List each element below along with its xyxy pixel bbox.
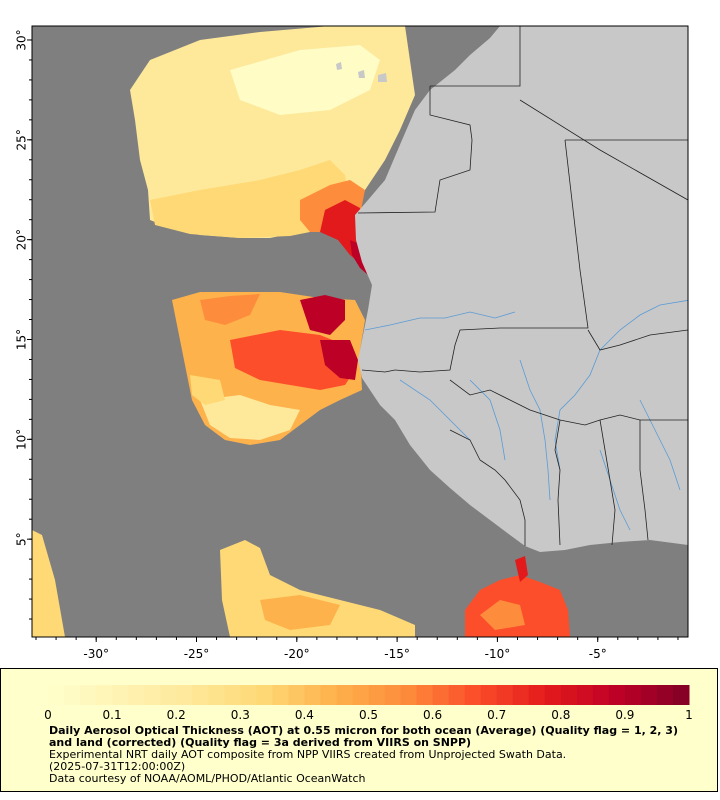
lon-tick-label: -15°: [384, 647, 410, 661]
colorbar-tick-label: 0.4: [295, 708, 314, 722]
colorbar-swatch: [64, 685, 81, 705]
lon-tick-label: -20°: [284, 647, 310, 661]
colorbar-swatch: [480, 685, 498, 705]
colorbar-swatch: [528, 685, 546, 705]
latitude-axis: 30° 25° 20° 15° 10° 5°: [15, 29, 32, 620]
colorbar-swatch: [512, 685, 530, 705]
colorbar-swatch: [416, 685, 434, 705]
colorbar-tick-label: 0.3: [231, 708, 250, 722]
lon-tick-label: -10°: [485, 647, 511, 661]
colorbar-swatch: [144, 685, 161, 705]
colorbar-swatch: [384, 685, 402, 705]
colorbar-swatch: [624, 685, 642, 705]
longitude-axis: -30° -25° -20° -15° -10° -5°: [35, 637, 679, 661]
colorbar-swatch: [240, 685, 257, 705]
colorbar-swatch: [656, 685, 674, 705]
colorbar-swatch: [640, 685, 658, 705]
colorbar-swatch: [336, 685, 353, 705]
lat-tick-label: 5°: [15, 532, 29, 546]
lat-tick-label: 20°: [15, 229, 29, 250]
colorbar-tick-label: 0.1: [103, 708, 122, 722]
colorbar-swatch: [48, 685, 65, 705]
caption-line-1: Experimental NRT daily AOT composite fro…: [49, 748, 567, 761]
colorbar-tick-label: 0.6: [423, 708, 442, 722]
colorbar-swatch: [576, 685, 594, 705]
country-borders: [357, 26, 688, 546]
lat-tick-label: 15°: [15, 329, 29, 350]
colorbar-swatch: [160, 685, 177, 705]
colorbar-swatch: [128, 685, 145, 705]
colorbar-swatch: [400, 685, 418, 705]
colorbar: 0 0.1 0.2 0.3 0.4 0.5 0.6 0.7 0.8 0.9 1: [44, 685, 693, 722]
colorbar-swatch: [208, 685, 225, 705]
colorbar-swatch: [352, 685, 369, 705]
colorbar-swatch: [96, 685, 113, 705]
colorbar-tick-labels: 0 0.1 0.2 0.3 0.4 0.5 0.6 0.7 0.8 0.9 1: [44, 708, 693, 722]
colorbar-swatch: [80, 685, 97, 705]
map-figure: -30° -25° -20° -15° -10° -5° 30° 25° 20° 15° 10° 5…: [14, 25, 689, 661]
colorbar-swatch: [496, 685, 514, 705]
colorbar-swatch: [560, 685, 578, 705]
colorbar-swatch: [672, 685, 690, 705]
lon-tick-label: -5°: [589, 647, 607, 661]
colorbar-tick-label: 0.7: [487, 708, 506, 722]
colorbar-swatch: [368, 685, 386, 705]
colorbar-tick-label: 0.5: [359, 708, 378, 722]
colorbar-swatch: [432, 685, 450, 705]
rivers: [364, 299, 688, 531]
colorbar-swatch: [448, 685, 466, 705]
caption: Daily Aerosol Optical Thickness (AOT) at…: [49, 725, 689, 785]
caption-title: Daily Aerosol Optical Thickness (AOT) at…: [49, 724, 678, 749]
colorbar-swatch: [544, 685, 562, 705]
colorbar-swatch: [608, 685, 626, 705]
lon-tick-label: -25°: [184, 647, 210, 661]
lat-tick-label: 10°: [15, 429, 29, 450]
colorbar-swatch: [256, 685, 273, 705]
colorbar-swatch: [288, 685, 305, 705]
colorbar-swatches: [48, 685, 690, 705]
colorbar-swatch: [176, 685, 193, 705]
canary-islands: [336, 62, 387, 82]
colorbar-tick-label: 0.9: [615, 708, 634, 722]
colorbar-tick-label: 1: [685, 708, 693, 722]
aot-west-edge: [32, 530, 65, 637]
colorbar-tick-label: 0: [44, 708, 52, 722]
caption-line-2: (2025-07-31T12:00:00Z): [49, 760, 186, 773]
legend-panel: 0 0.1 0.2 0.3 0.4 0.5 0.6 0.7 0.8 0.9 1 Daily Aero…: [0, 668, 718, 792]
lon-tick-label: -30°: [83, 647, 109, 661]
colorbar-tick-label: 0.2: [167, 708, 186, 722]
colorbar-swatch: [320, 685, 337, 705]
colorbar-swatch: [112, 685, 129, 705]
colorbar-swatch: [224, 685, 241, 705]
colorbar-swatch: [464, 685, 482, 705]
colorbar-swatch: [592, 685, 610, 705]
colorbar-tick-label: 0.8: [551, 708, 570, 722]
colorbar-swatch: [272, 685, 289, 705]
colorbar-swatch: [192, 685, 209, 705]
colorbar-swatch: [304, 685, 321, 705]
aot-pixels: [32, 26, 570, 637]
map-frame: [31, 25, 689, 638]
caption-line-3: Data courtesy of NOAA/AOML/PHOD/Atlantic…: [49, 772, 366, 785]
lat-tick-label: 30°: [15, 29, 29, 50]
lat-tick-label: 25°: [15, 129, 29, 150]
africa-landmass: [355, 26, 688, 552]
